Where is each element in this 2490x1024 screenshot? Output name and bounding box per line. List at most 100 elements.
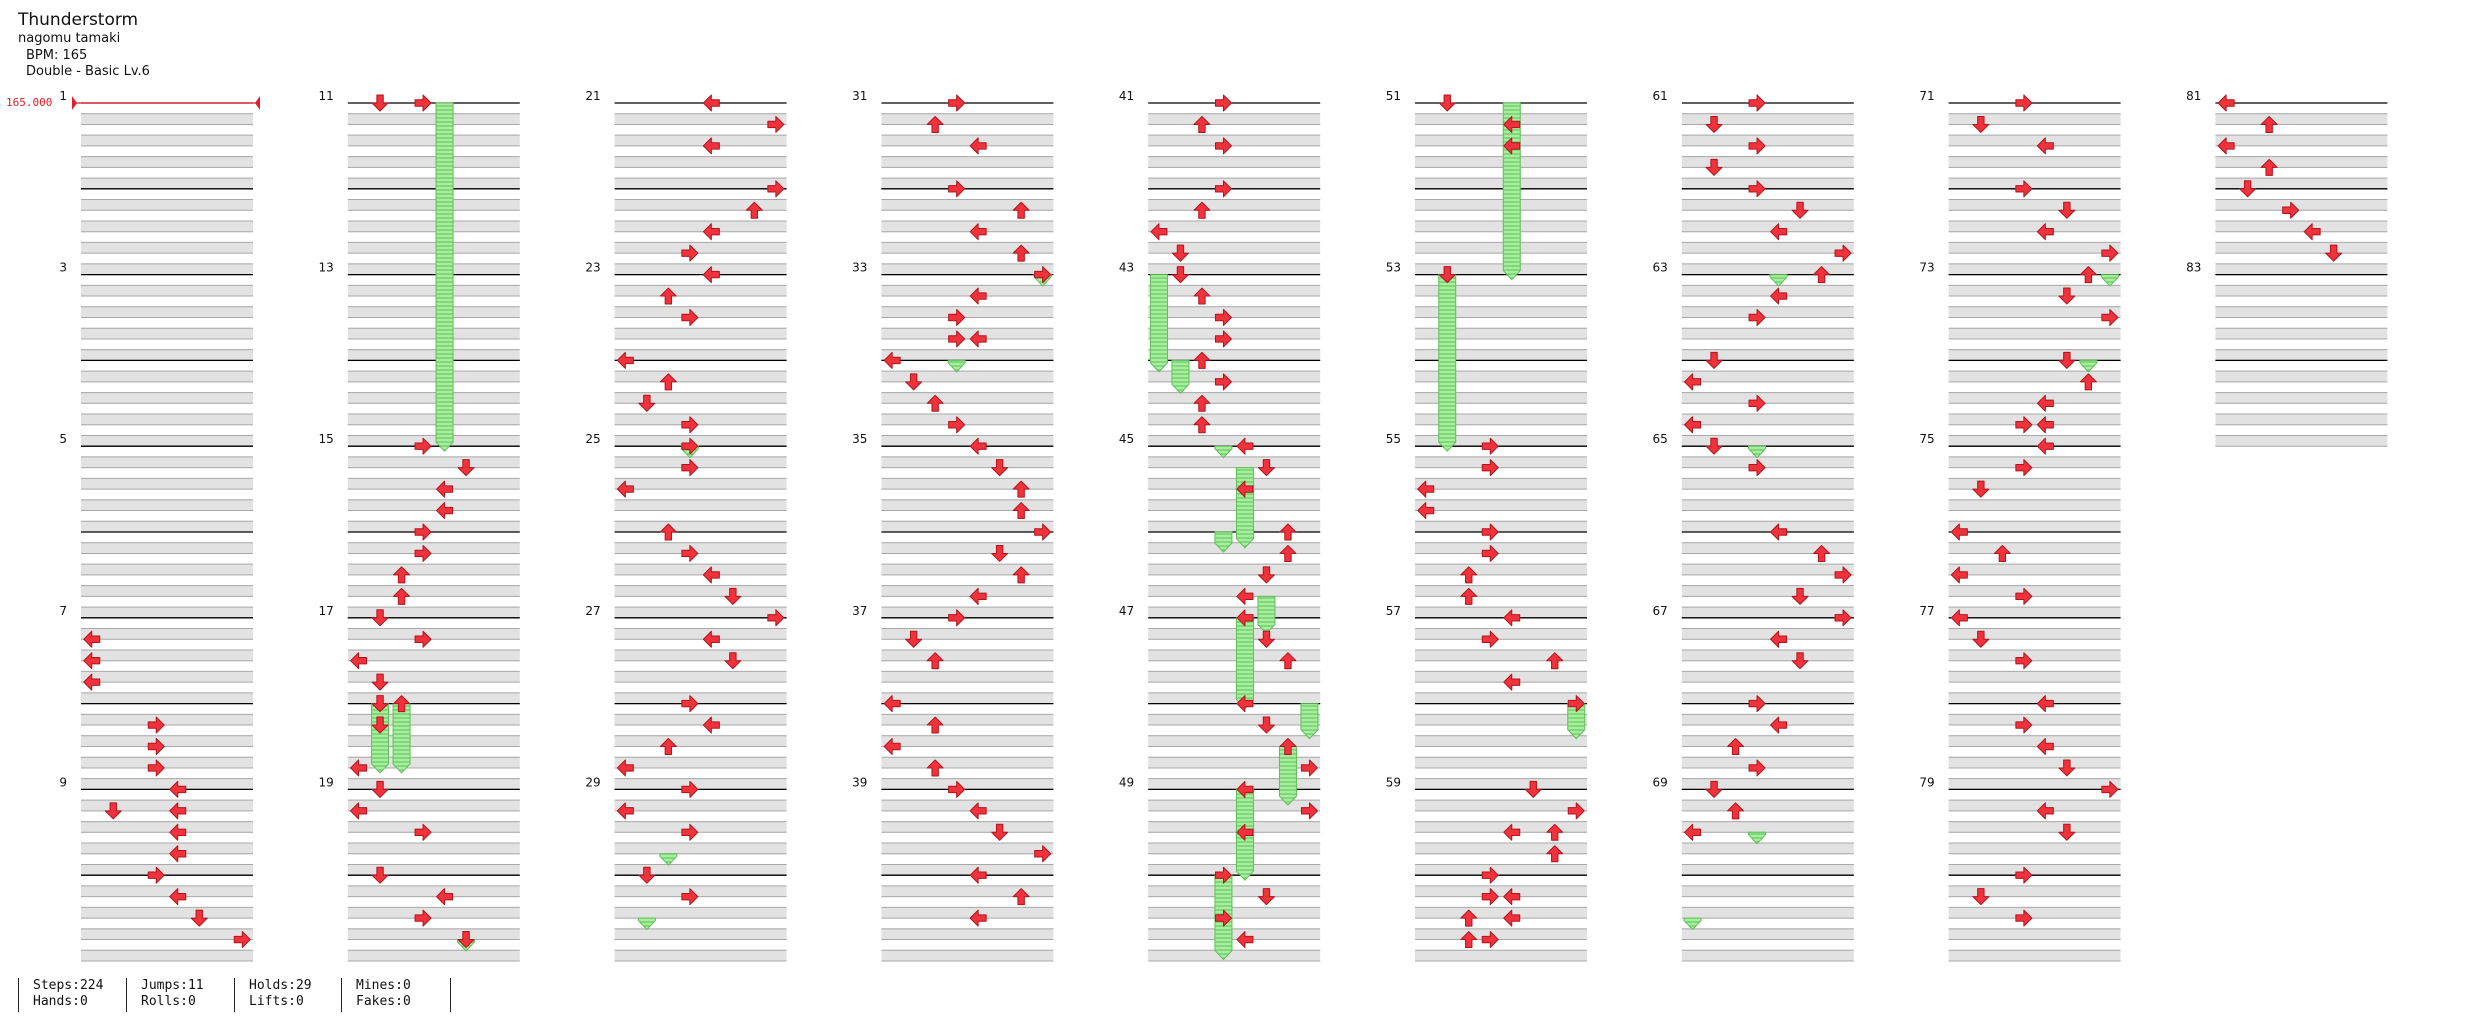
arrow-left-icon bbox=[1417, 502, 1435, 520]
stat-value: Fakes:0 bbox=[356, 994, 411, 1009]
beat-shade bbox=[1148, 949, 1321, 962]
arrow-left-icon bbox=[436, 888, 454, 906]
beat-shade bbox=[1948, 563, 2121, 576]
arrow-left-icon bbox=[1236, 609, 1254, 627]
beat-shade bbox=[1415, 327, 1587, 340]
beat-shade bbox=[347, 263, 520, 276]
beat-shade bbox=[1948, 349, 2121, 361]
arrow-left-icon bbox=[1503, 673, 1521, 691]
arrow-right-icon bbox=[1834, 566, 1852, 584]
beat-shade bbox=[1948, 113, 2121, 125]
beat-shade bbox=[2215, 434, 2388, 447]
beat-shade bbox=[347, 520, 520, 533]
beat-shade bbox=[1681, 821, 1854, 833]
beat-shade bbox=[1681, 177, 1854, 190]
beat-shade bbox=[1948, 434, 2121, 447]
beat-shade bbox=[81, 306, 253, 318]
arrow-left-icon bbox=[1770, 223, 1788, 241]
beat-shade bbox=[881, 842, 1054, 855]
beat-shade bbox=[614, 563, 787, 576]
arrow-up-icon bbox=[745, 201, 763, 219]
beat-shade bbox=[1415, 413, 1587, 426]
beat-shade bbox=[881, 349, 1054, 361]
beat-shade bbox=[2215, 392, 2388, 404]
arrow-left-icon bbox=[1150, 223, 1168, 241]
arrow-up-icon bbox=[1193, 394, 1211, 412]
hold-note bbox=[1683, 917, 1702, 931]
beat-shade bbox=[1948, 520, 2121, 533]
beat-shade bbox=[1148, 906, 1321, 919]
beat-shade bbox=[1948, 713, 2121, 726]
beat-shade bbox=[1681, 628, 1854, 640]
beat-shade bbox=[81, 456, 253, 469]
hold-note bbox=[659, 853, 678, 866]
beat-shade bbox=[1948, 220, 2121, 233]
arrow-right-icon bbox=[767, 609, 785, 627]
arrow-up-icon bbox=[926, 652, 944, 670]
beat-shade bbox=[881, 585, 1054, 597]
arrow-right-icon bbox=[948, 609, 966, 627]
beat-shade bbox=[1415, 113, 1587, 125]
beat-shade bbox=[1681, 327, 1854, 340]
arrow-up-icon bbox=[1012, 244, 1030, 262]
measure-number: 65 bbox=[1653, 432, 1668, 446]
beat-shade bbox=[1948, 413, 2121, 426]
arrow-right-icon bbox=[147, 866, 165, 884]
arrow-up-icon bbox=[1193, 351, 1211, 369]
beat-shade bbox=[1415, 220, 1587, 233]
measure-number: 15 bbox=[319, 432, 334, 446]
beat-shade bbox=[1415, 885, 1587, 898]
arrow-down-icon bbox=[638, 394, 656, 412]
beat-shade bbox=[347, 113, 520, 125]
beat-shade bbox=[81, 520, 253, 533]
song-title: Thunderstorm bbox=[18, 10, 139, 30]
arrow-down-icon bbox=[457, 931, 475, 949]
arrow-down-icon bbox=[1972, 480, 1990, 498]
beat-shade bbox=[881, 134, 1054, 147]
arrow-up-icon bbox=[2260, 115, 2278, 133]
beat-shade bbox=[81, 906, 253, 919]
measure-number: 43 bbox=[1119, 261, 1134, 275]
arrow-left-icon bbox=[2217, 137, 2235, 155]
arrow-right-icon bbox=[147, 738, 165, 755]
measure-number: 17 bbox=[319, 604, 334, 618]
stats-column: Mines:0 Fakes:0 bbox=[341, 978, 411, 1012]
arrow-down-icon bbox=[371, 716, 389, 734]
arrow-down-icon bbox=[190, 909, 208, 927]
beat-shade bbox=[1148, 392, 1321, 404]
beat-shade bbox=[1948, 199, 2121, 211]
arrow-down-icon bbox=[1972, 115, 1990, 133]
beat-shade bbox=[1681, 156, 1854, 168]
arrow-left-icon bbox=[1503, 823, 1521, 841]
beat-shade bbox=[1681, 113, 1854, 125]
measure-number: 5 bbox=[59, 432, 67, 446]
beat-shade bbox=[614, 434, 787, 447]
beat-shade bbox=[614, 499, 787, 512]
measure-number: 27 bbox=[585, 604, 600, 618]
arrow-left-icon bbox=[1684, 373, 1702, 391]
beat-shade bbox=[1415, 263, 1587, 276]
beat-shade bbox=[347, 413, 520, 426]
arrow-right-icon bbox=[767, 180, 785, 198]
beat-shade bbox=[347, 542, 520, 554]
arrow-left-icon bbox=[169, 888, 187, 906]
measure-number: 9 bbox=[59, 775, 67, 789]
beat-shade bbox=[2215, 349, 2388, 361]
beat-shade bbox=[881, 949, 1054, 962]
beat-shade bbox=[614, 520, 787, 533]
arrow-left-icon bbox=[1950, 609, 1968, 627]
stats-column: Jumps:11 Rolls:0 bbox=[126, 978, 204, 1012]
arrow-right-icon bbox=[147, 759, 165, 777]
hold-note bbox=[392, 703, 411, 774]
beat-shade bbox=[1415, 306, 1587, 318]
beat-shade bbox=[614, 327, 787, 340]
beat-shade bbox=[614, 413, 787, 426]
arrow-up-icon bbox=[1193, 201, 1211, 219]
measure-number: 81 bbox=[2186, 89, 2201, 103]
arrow-down-icon bbox=[2239, 180, 2257, 198]
arrow-right-icon bbox=[681, 244, 699, 262]
arrow-left-icon bbox=[2036, 437, 2054, 455]
arrow-left-icon bbox=[2036, 394, 2054, 412]
beat-shade bbox=[2215, 134, 2388, 147]
arrow-left-icon bbox=[883, 738, 901, 755]
